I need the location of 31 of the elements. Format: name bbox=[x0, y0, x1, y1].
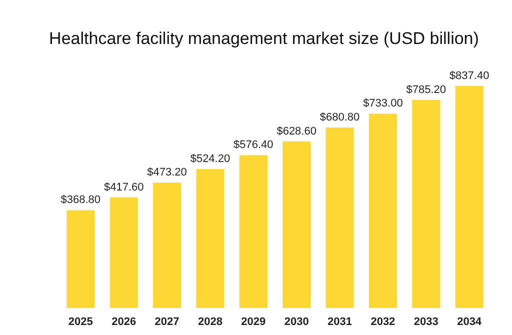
x-tick-label: 2031 bbox=[328, 316, 352, 328]
x-tick-label: 2025 bbox=[68, 316, 93, 328]
x-tick-label: 2028 bbox=[198, 316, 222, 328]
x-tick-label: 2032 bbox=[370, 316, 396, 328]
x-tick-label: 2027 bbox=[154, 316, 180, 328]
chart-title: Healthcare facility management market size (USD billion) bbox=[49, 29, 479, 48]
data-label: $524.20 bbox=[190, 153, 230, 166]
bar bbox=[66, 210, 95, 308]
x-tick-label: 2030 bbox=[284, 316, 309, 328]
data-label: $368.80 bbox=[60, 194, 101, 206]
bar bbox=[196, 169, 224, 308]
bar bbox=[368, 114, 397, 308]
data-label: $837.40 bbox=[449, 70, 490, 82]
bar bbox=[282, 141, 311, 308]
bar bbox=[239, 155, 268, 308]
bar bbox=[153, 182, 182, 308]
x-tick-label: 2029 bbox=[241, 316, 266, 328]
data-label: $473.20 bbox=[147, 166, 187, 179]
bar bbox=[326, 128, 354, 308]
data-label: $628.60 bbox=[276, 125, 316, 138]
bar bbox=[110, 197, 138, 308]
x-tick-label: 2034 bbox=[457, 316, 482, 328]
data-label: $733.00 bbox=[363, 98, 403, 110]
data-label: $576.40 bbox=[234, 139, 274, 152]
x-tick-label: 2033 bbox=[414, 316, 438, 328]
bar bbox=[455, 86, 484, 308]
x-tick-label: 2026 bbox=[112, 316, 136, 328]
data-label: $417.60 bbox=[104, 181, 144, 194]
bar bbox=[412, 100, 440, 308]
data-label: $680.80 bbox=[320, 112, 360, 124]
data-label: $785.20 bbox=[406, 84, 446, 96]
